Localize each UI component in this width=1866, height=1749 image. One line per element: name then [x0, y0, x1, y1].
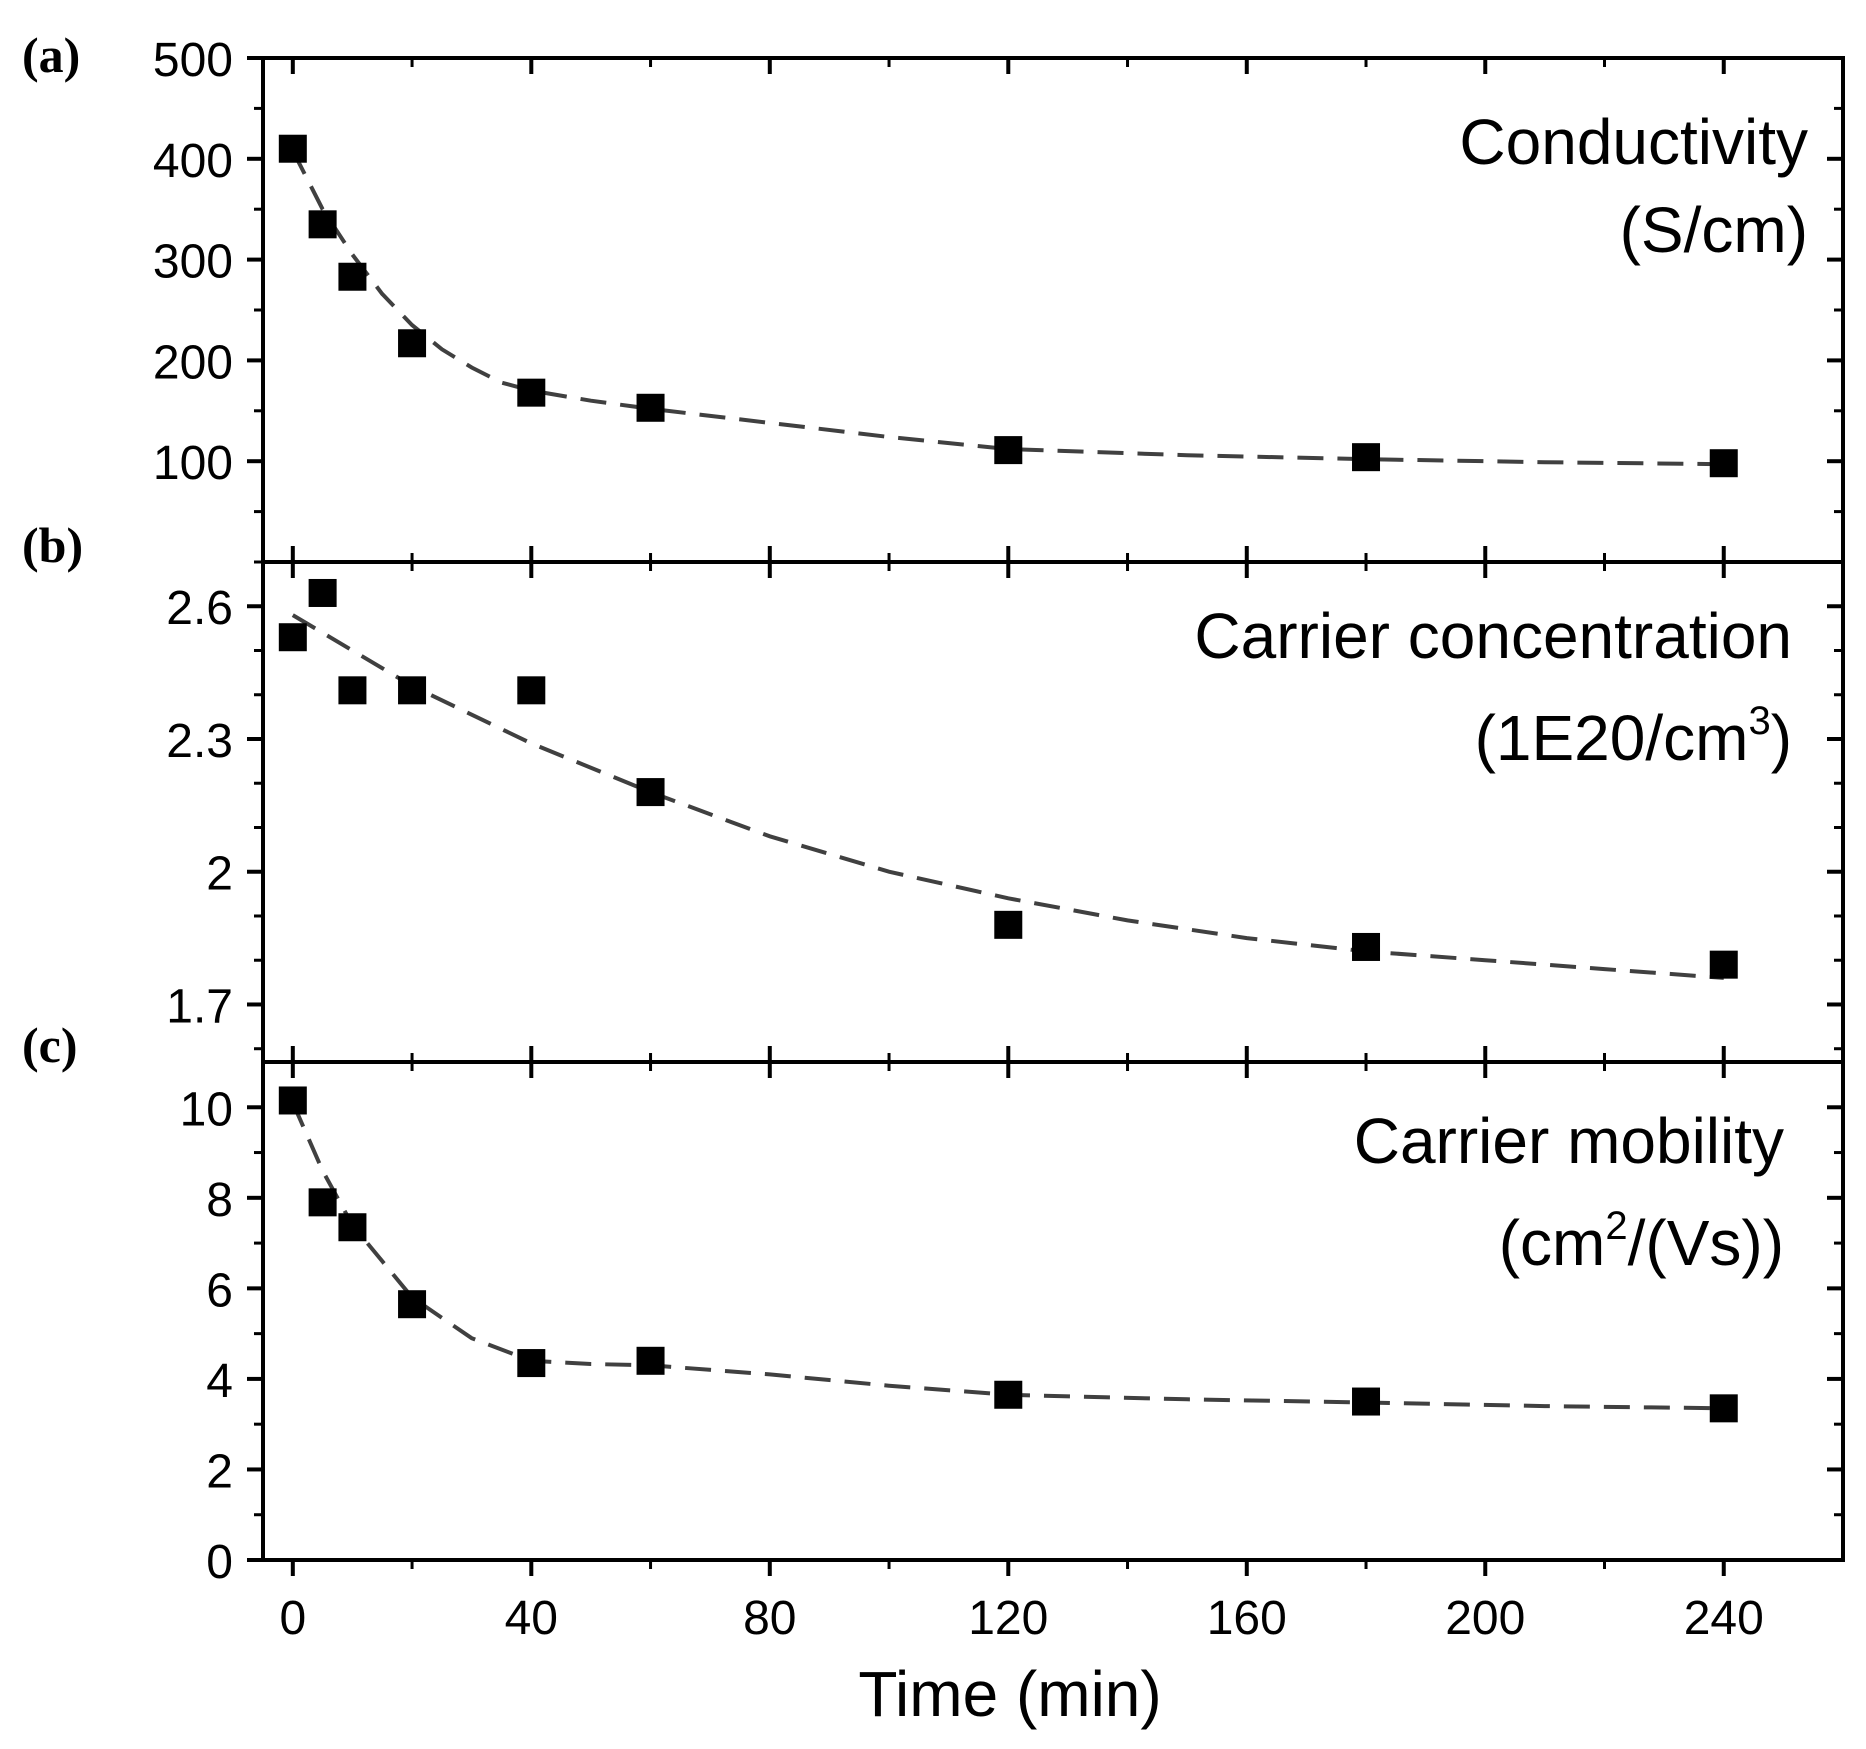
x-tick-label: 240 [1684, 1592, 1764, 1645]
data-point [1709, 1394, 1738, 1423]
data-point [398, 329, 427, 358]
y-tick-label: 8 [206, 1174, 233, 1227]
data-point [278, 134, 307, 163]
data-point [1709, 449, 1738, 478]
x-tick-label: 120 [968, 1592, 1048, 1645]
panel-title-line-1: Conductivity [1459, 106, 1808, 178]
data-point [338, 262, 367, 291]
y-tick-label: 1.7 [166, 980, 233, 1033]
data-point [517, 1349, 546, 1378]
data-point [994, 1380, 1023, 1409]
data-point [636, 1346, 665, 1375]
panel-title-line-1: Carrier concentration [1194, 600, 1792, 672]
panel-b: 1.7 2 2.3 2.6 (b) Carrier concentration (1E20/… [22, 517, 1845, 1064]
data-point [636, 393, 665, 422]
data-point [338, 676, 367, 705]
panel-frame [261, 1060, 1845, 1562]
data-point [338, 1213, 367, 1242]
data-point [398, 1290, 427, 1319]
data-point [1352, 443, 1381, 472]
data-point [308, 1188, 337, 1217]
panel-title-line-2: (1E20/cm3) [1475, 699, 1792, 774]
data-point [278, 1086, 307, 1115]
data-point [1352, 1387, 1381, 1416]
data-point [994, 910, 1023, 939]
title-unit-rest: ) [1771, 702, 1792, 774]
y-tick-label: 6 [206, 1264, 233, 1317]
title-unit-rest: /(Vs)) [1628, 1207, 1784, 1279]
data-point [994, 436, 1023, 465]
panel-a: 100 200 300 400 500 (a) Conductivity (S/cm) [22, 27, 1845, 564]
y-tick-label: 400 [153, 135, 233, 188]
y-tick-label: 300 [153, 236, 233, 289]
title-unit-superscript: 3 [1748, 699, 1770, 743]
y-tick-label: 10 [180, 1083, 233, 1136]
data-point [1709, 950, 1738, 979]
y-tick-label: 2 [206, 1445, 233, 1498]
title-unit-base: (cm [1499, 1207, 1606, 1279]
panel-label: (c) [22, 1017, 78, 1073]
title-unit-superscript: 2 [1605, 1204, 1627, 1248]
y-tick-label: 2.3 [166, 715, 233, 768]
fit-curve [291, 149, 1724, 467]
x-tick-label: 80 [743, 1592, 796, 1645]
panels-group: 100200300400500(a)Conductivity(S/cm)1.72… [22, 27, 1845, 1645]
data-point [517, 676, 546, 705]
panel-label: (b) [22, 517, 83, 573]
y-tick-label: 200 [153, 336, 233, 389]
y-tick-label: 2 [206, 848, 233, 901]
panel-title-line-1: Carrier mobility [1354, 1105, 1784, 1177]
y-tick-label: 500 [153, 34, 233, 87]
y-tick-label: 4 [206, 1355, 233, 1408]
data-point [517, 378, 546, 407]
data-point [278, 623, 307, 652]
panel-title-line-2: (S/cm) [1620, 194, 1808, 266]
y-tick-label: 100 [153, 437, 233, 490]
x-tick-label: 200 [1445, 1592, 1525, 1645]
data-point [636, 778, 665, 807]
x-tick-label: 160 [1207, 1592, 1287, 1645]
data-point [308, 578, 337, 607]
data-point [398, 676, 427, 705]
panel-title-line-2: (cm2/(Vs)) [1499, 1204, 1784, 1279]
y-tick-label: 0 [206, 1536, 233, 1589]
x-tick-label: 40 [505, 1592, 558, 1645]
x-axis-title: Time (min) [858, 1658, 1161, 1730]
x-tick-label: 0 [279, 1592, 306, 1645]
panel-label: (a) [22, 27, 80, 83]
data-point [1352, 932, 1381, 961]
data-point [308, 210, 337, 239]
title-unit-base: (1E20/cm [1475, 702, 1749, 774]
fit-curve [291, 613, 1724, 980]
y-tick-label: 2.6 [166, 582, 233, 635]
